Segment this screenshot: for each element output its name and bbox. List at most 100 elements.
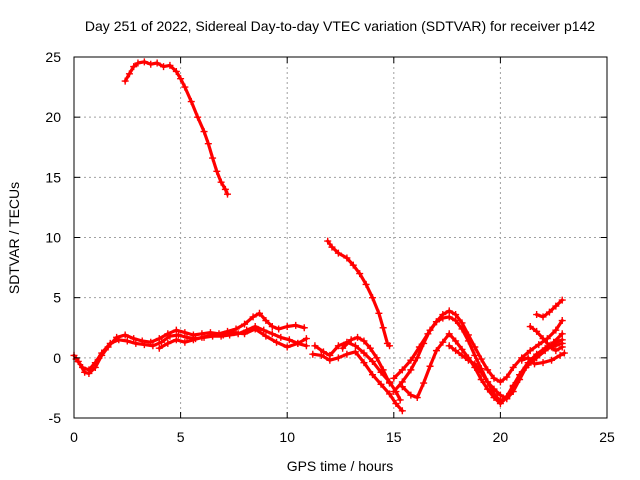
x-tick-label: 15 bbox=[386, 429, 402, 445]
data-point bbox=[177, 75, 185, 83]
data-point bbox=[522, 363, 530, 371]
series-low-c bbox=[155, 325, 310, 352]
data-point bbox=[183, 333, 191, 341]
data-point bbox=[328, 243, 336, 251]
data-point bbox=[324, 237, 332, 245]
data-point bbox=[539, 335, 547, 343]
data-point bbox=[140, 58, 148, 66]
data-point bbox=[98, 349, 106, 357]
data-point bbox=[241, 330, 249, 338]
data-point bbox=[432, 318, 440, 326]
data-point bbox=[260, 326, 268, 334]
data-point bbox=[464, 356, 472, 364]
data-point bbox=[362, 280, 370, 288]
series-low-a bbox=[70, 309, 308, 377]
x-axis-title: GPS time / hours bbox=[287, 458, 394, 474]
x-tick-label: 20 bbox=[493, 429, 509, 445]
data-point bbox=[174, 331, 182, 339]
data-point bbox=[471, 360, 479, 368]
data-point bbox=[490, 385, 498, 393]
data-point bbox=[518, 356, 526, 364]
y-tick-label: 20 bbox=[45, 109, 61, 125]
data-point bbox=[552, 326, 560, 334]
data-point bbox=[509, 363, 517, 371]
data-point bbox=[360, 349, 368, 357]
data-point bbox=[524, 354, 532, 362]
data-point bbox=[356, 270, 364, 278]
data-point bbox=[334, 249, 342, 257]
data-point bbox=[558, 343, 566, 351]
tick-layer: 0 5 10 15 20 25 -5 0 5 10 15 20 25 bbox=[45, 49, 615, 445]
data-point bbox=[490, 394, 498, 402]
data-point bbox=[241, 320, 249, 328]
data-point bbox=[360, 337, 368, 345]
data-point bbox=[445, 313, 453, 321]
data-point bbox=[130, 63, 138, 71]
y-tick-label: 0 bbox=[53, 350, 61, 366]
series-line bbox=[123, 60, 230, 196]
series-late-f bbox=[518, 349, 568, 368]
data-point bbox=[392, 400, 400, 408]
data-point bbox=[407, 356, 415, 364]
data-point bbox=[121, 331, 129, 339]
series-low-b bbox=[72, 323, 310, 374]
data-point bbox=[334, 354, 342, 362]
data-point bbox=[548, 356, 556, 364]
data-point bbox=[343, 254, 351, 262]
data-point bbox=[490, 374, 498, 382]
data-point bbox=[558, 317, 566, 325]
data-point bbox=[531, 360, 539, 368]
data-point bbox=[106, 339, 114, 347]
data-point bbox=[375, 309, 383, 317]
data-point bbox=[132, 339, 140, 347]
data-point bbox=[302, 335, 310, 343]
data-point bbox=[426, 326, 434, 334]
data-point bbox=[556, 351, 564, 359]
data-point bbox=[172, 67, 180, 75]
data-point bbox=[558, 296, 566, 304]
data-point bbox=[285, 336, 293, 344]
data-point bbox=[413, 354, 421, 362]
data-point bbox=[539, 313, 547, 321]
data-point bbox=[187, 98, 195, 106]
data-point bbox=[526, 347, 534, 355]
data-point bbox=[396, 396, 404, 404]
data-point bbox=[452, 317, 460, 325]
data-point bbox=[354, 333, 362, 341]
data-point bbox=[155, 344, 163, 352]
data-point bbox=[386, 390, 394, 398]
data-point bbox=[496, 378, 504, 386]
series-arc-high-early bbox=[121, 58, 232, 198]
data-point bbox=[386, 379, 394, 387]
series-late-d bbox=[445, 339, 566, 403]
x-tick-label: 10 bbox=[279, 429, 295, 445]
data-point bbox=[373, 354, 381, 362]
data-point bbox=[445, 342, 453, 350]
data-point bbox=[509, 388, 517, 396]
data-point bbox=[458, 351, 466, 359]
data-point bbox=[503, 373, 511, 381]
data-point bbox=[484, 378, 492, 386]
series-arc-high-mid bbox=[324, 237, 394, 350]
data-point bbox=[432, 347, 440, 355]
data-layer bbox=[70, 58, 568, 415]
data-point bbox=[386, 342, 394, 350]
data-point bbox=[390, 388, 398, 396]
data-point bbox=[319, 348, 327, 356]
data-point bbox=[294, 339, 302, 347]
data-point bbox=[79, 363, 87, 371]
data-point bbox=[172, 326, 180, 334]
data-point bbox=[275, 325, 283, 333]
data-point bbox=[445, 330, 453, 338]
data-point bbox=[439, 338, 447, 346]
data-point bbox=[213, 167, 221, 175]
data-point bbox=[277, 333, 285, 341]
data-point bbox=[347, 336, 355, 344]
data-point bbox=[130, 335, 138, 343]
data-point bbox=[464, 337, 472, 345]
data-point bbox=[526, 323, 534, 331]
data-point bbox=[194, 113, 202, 121]
data-point bbox=[147, 60, 155, 68]
data-point bbox=[349, 261, 357, 269]
